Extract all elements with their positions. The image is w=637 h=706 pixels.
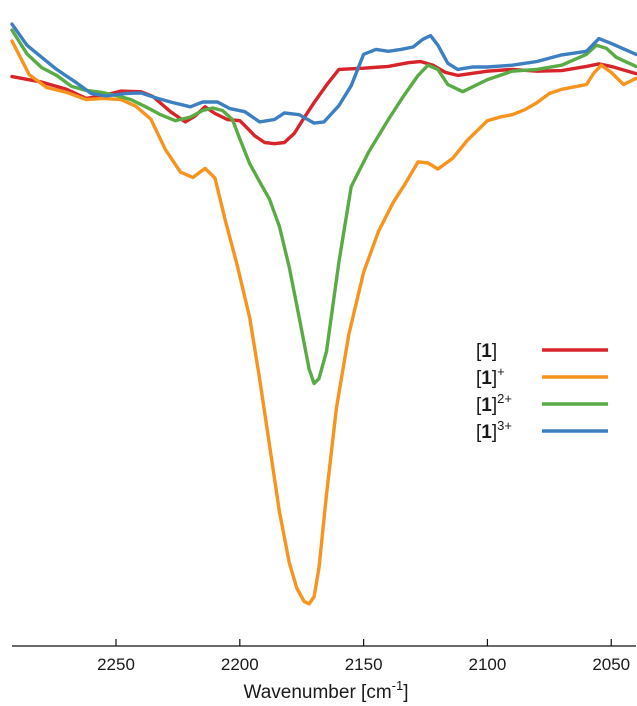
legend-item-3: [1]2+ [476,391,608,416]
x-tick-label: 2150 [345,655,383,674]
x-axis-title-main: Wavenumber [cm [243,682,391,703]
x-axis-title: Wavenumber [cm-1] [243,678,408,703]
legend-label: [1]2+ [476,391,512,416]
legend-item-2: [1]+ [476,364,608,389]
legend-label: [1]3+ [476,418,512,443]
legend-item-4: [1]3+ [476,418,608,443]
series-line-3 [10,28,637,386]
x-tick-label: 2250 [97,655,135,674]
legend-label: [1] [476,341,497,362]
x-tick-layer: 2250 2200 2150 2100 2050 [97,639,630,674]
x-tick-label: 2050 [592,655,630,674]
x-tick-label: 2100 [469,655,507,674]
series-layer [10,22,637,606]
x-tick-label: 2200 [221,655,259,674]
series-line-2 [10,39,637,606]
legend: [1][1]+[1]2+[1]3+ [476,341,608,443]
series-line-4 [10,22,637,125]
x-axis-title-sup: -1 [392,678,404,693]
legend-label: [1]+ [476,364,505,389]
series-line-1 [10,59,637,146]
x-axis-title-close: ] [403,682,408,703]
legend-item-1: [1] [476,341,608,362]
